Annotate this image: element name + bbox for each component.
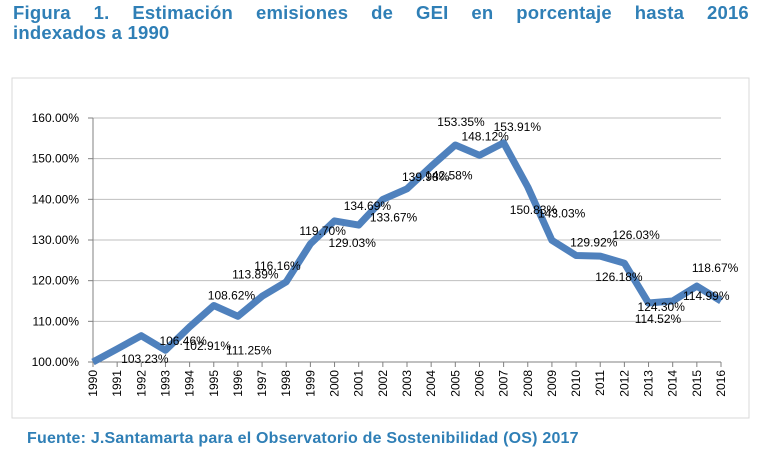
x-tick-label: 1999 <box>303 370 317 397</box>
x-tick-label: 2012 <box>617 370 631 397</box>
data-label: 129.92% <box>570 236 618 250</box>
data-label: 142.58% <box>425 168 473 182</box>
data-label: 116.16% <box>254 259 301 273</box>
data-label: 114.99% <box>683 289 730 303</box>
data-label: 139.98% <box>402 170 450 184</box>
x-tick-label: 2009 <box>545 370 559 397</box>
x-tick-label: 1996 <box>231 370 245 397</box>
x-axis-ticks: 1990 1991 1992 1993 1994 1995 1996 1997 1998 1999… <box>86 362 728 397</box>
data-label: 124.30% <box>638 300 686 314</box>
x-tick-label: 2006 <box>472 370 486 397</box>
y-axis-ticks: 100.00% 110.00% 120.00% 130.00% 140.00% 150.0… <box>32 111 93 369</box>
grid-lines <box>93 117 721 322</box>
data-label: 134.69% <box>344 199 392 213</box>
x-tick-label: 1995 <box>207 370 221 397</box>
data-label: 114.52% <box>635 312 682 326</box>
title-word: Estimación <box>132 2 234 23</box>
y-tick-label: 100.00% <box>32 355 80 369</box>
x-tick-label: 1991 <box>110 370 124 397</box>
x-tick-label: 2016 <box>714 370 728 397</box>
series-emisiones <box>91 139 723 366</box>
data-label: 111.25% <box>226 343 272 357</box>
data-label: 102.91% <box>184 339 232 353</box>
figure-title-line2: indexados a 1990 <box>13 22 170 43</box>
y-tick-label: 160.00% <box>32 111 80 125</box>
title-word: GEI <box>416 2 449 23</box>
x-tick-label: 1998 <box>279 370 293 397</box>
figure-title-line1: Figura 1. Estimación emisiones de GEI en… <box>13 3 749 23</box>
title-word: hasta <box>634 2 685 23</box>
x-tick-label: 1993 <box>158 370 172 397</box>
data-label: 143.03% <box>538 206 586 220</box>
x-tick-label: 2013 <box>642 370 656 397</box>
data-label: 129.03% <box>329 236 377 250</box>
x-tick-label: 2004 <box>424 370 438 397</box>
x-tick-label: 2010 <box>569 370 583 397</box>
title-word: de <box>371 2 394 23</box>
title-word: emisiones <box>255 2 349 23</box>
data-label: 108.62% <box>208 289 256 303</box>
x-tick-label: 2015 <box>690 370 704 397</box>
y-tick-label: 130.00% <box>32 233 80 247</box>
title-word: 1. <box>93 2 110 23</box>
y-tick-label: 110.00% <box>33 314 80 328</box>
chart-frame <box>11 77 750 419</box>
x-tick-label: 2001 <box>352 370 366 397</box>
data-label: 133.67% <box>370 210 418 224</box>
data-label: 119.70% <box>299 224 346 238</box>
x-tick-label: 2008 <box>521 370 535 397</box>
data-label: 118.67% <box>692 261 739 275</box>
x-tick-label: 1997 <box>255 370 269 397</box>
y-tick-label: 140.00% <box>32 192 80 206</box>
data-labels: 103.23% 106.46%102.91% 108.62% 111.25% 113.8… <box>121 115 739 366</box>
data-label: 113.89% <box>232 267 279 281</box>
x-tick-label: 2011 <box>593 370 607 396</box>
x-tick-label: 1992 <box>134 370 148 397</box>
title-word: porcentaje <box>516 2 612 23</box>
data-label: 150.83% <box>510 203 558 217</box>
data-label: 148.12% <box>461 129 509 143</box>
x-tick-label: 1990 <box>86 370 100 397</box>
data-label: 126.18% <box>595 270 643 284</box>
y-tick-label: 120.00% <box>32 274 80 288</box>
x-tick-label: 1994 <box>183 370 197 397</box>
data-label: 153.35% <box>437 115 485 129</box>
x-tick-label: 2000 <box>328 370 342 397</box>
data-label: 106.46% <box>159 334 207 348</box>
x-tick-label: 2014 <box>666 370 680 397</box>
x-tick-label: 2005 <box>448 370 462 397</box>
x-tick-label: 2007 <box>497 370 511 397</box>
figure-title: Figura 1. Estimación emisiones de GEI en… <box>13 3 749 43</box>
x-tick-label: 2002 <box>376 370 390 397</box>
data-label: 153.91% <box>494 120 542 134</box>
y-tick-label: 150.00% <box>32 152 80 166</box>
data-label: 126.03% <box>612 228 660 242</box>
title-word: 2016 <box>706 2 749 23</box>
title-word: en <box>471 2 494 23</box>
figure-source: Fuente: J.Santamarta para el Observatori… <box>27 430 579 447</box>
x-tick-label: 2003 <box>400 370 414 397</box>
title-word: Figura <box>13 2 71 23</box>
data-label: 103.23% <box>121 352 169 366</box>
